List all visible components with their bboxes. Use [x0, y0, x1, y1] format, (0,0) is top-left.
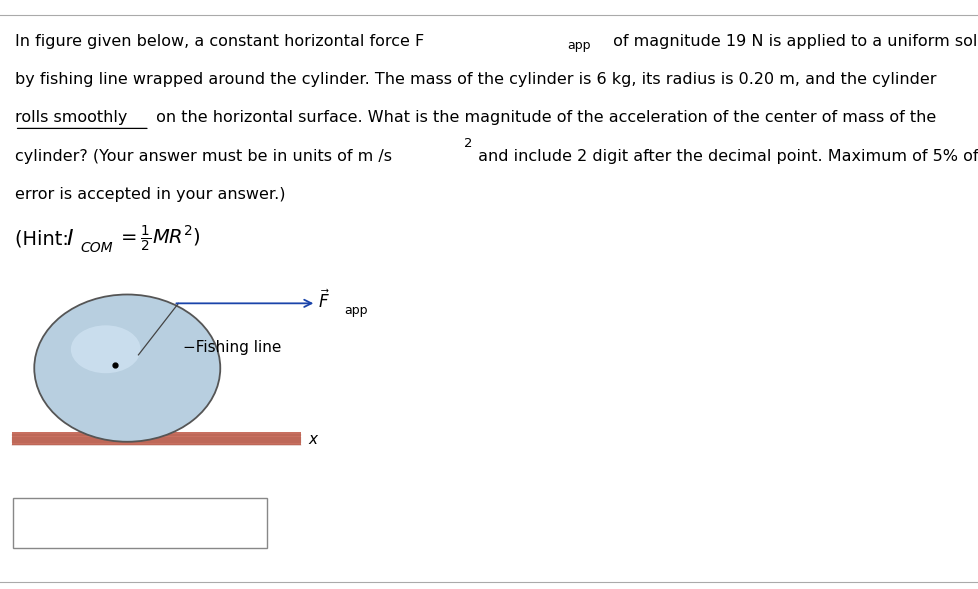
- Text: on the horizontal surface. What is the magnitude of the acceleration of the cent: on the horizontal surface. What is the m…: [151, 110, 935, 125]
- Text: (Hint:: (Hint:: [15, 229, 74, 248]
- Text: cylinder? (Your answer must be in units of m /s: cylinder? (Your answer must be in units …: [15, 148, 391, 164]
- Text: $\vec{F}$: $\vec{F}$: [318, 289, 330, 312]
- Text: $\mathit{I}$: $\mathit{I}$: [66, 229, 73, 249]
- Text: In figure given below, a constant horizontal force F: In figure given below, a constant horizo…: [15, 34, 423, 49]
- Text: error is accepted in your answer.): error is accepted in your answer.): [15, 187, 285, 202]
- Text: and include 2 digit after the decimal point. Maximum of 5% of: and include 2 digit after the decimal po…: [472, 148, 977, 164]
- Text: $= \frac{1}{2}MR^2$): $= \frac{1}{2}MR^2$): [116, 223, 200, 254]
- Text: x: x: [308, 432, 317, 448]
- Bar: [13, 498, 267, 548]
- Bar: [12, 432, 300, 445]
- Text: of magnitude 19 N is applied to a uniform solid cylinder: of magnitude 19 N is applied to a unifor…: [607, 34, 978, 49]
- Text: COM: COM: [80, 241, 112, 255]
- Text: rolls smoothly: rolls smoothly: [15, 110, 127, 125]
- Text: by fishing line wrapped around the cylinder. The mass of the cylinder is 6 kg, i: by fishing line wrapped around the cylin…: [15, 72, 935, 87]
- Text: app: app: [344, 304, 368, 317]
- Text: 2: 2: [464, 137, 472, 150]
- Text: −Fishing line: −Fishing line: [183, 340, 282, 355]
- Text: app: app: [566, 39, 590, 52]
- Ellipse shape: [70, 325, 141, 373]
- Ellipse shape: [34, 294, 220, 442]
